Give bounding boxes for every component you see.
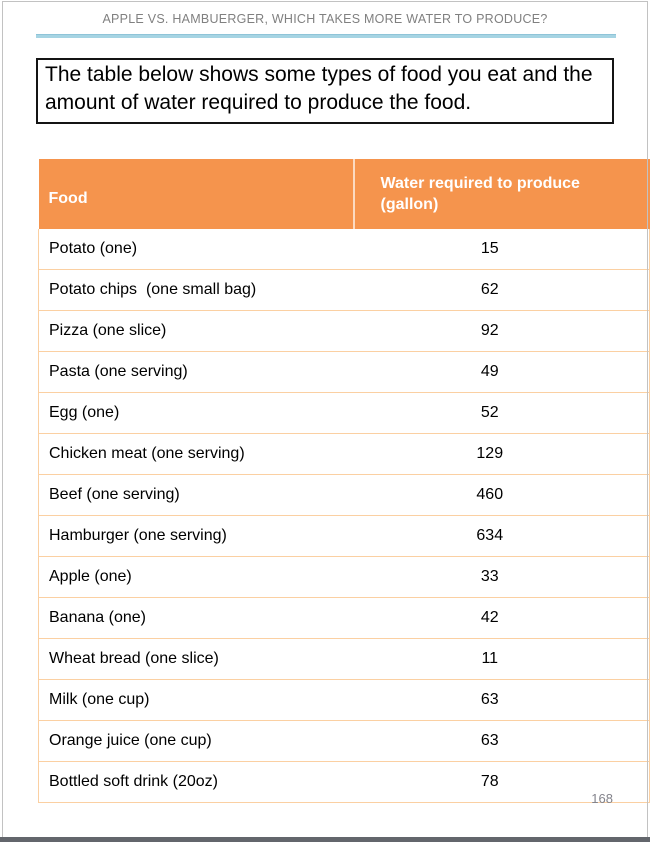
page-bottom-edge xyxy=(0,837,650,842)
food-name-cell: Banana (one) xyxy=(38,597,354,639)
food-name-cell: Potato chips (one small bag) xyxy=(38,269,354,311)
gallons-value-cell: 92 xyxy=(353,310,650,352)
food-name-cell: Chicken meat (one serving) xyxy=(38,433,354,475)
table-row: Wheat bread (one slice) 11 xyxy=(38,638,650,680)
food-name-cell: Pasta (one serving) xyxy=(38,351,354,393)
table-row: Potato (one) 15 xyxy=(38,229,650,270)
gallons-value-cell: 15 xyxy=(353,229,650,270)
table-row: Apple (one) 33 xyxy=(38,556,650,598)
gallons-value-cell: 63 xyxy=(353,679,650,721)
table-header: Food Water required to produce (gallon) xyxy=(38,159,650,229)
page-number: 168 xyxy=(591,791,613,806)
food-name-cell: Beef (one serving) xyxy=(38,474,354,516)
table-body: Potato (one) 15 Potato chips (one small … xyxy=(38,229,650,803)
table-row: Milk (one cup) 63 xyxy=(38,679,650,721)
food-name-cell: Pizza (one slice) xyxy=(38,310,354,352)
table-header-row: Food Water required to produce (gallon) xyxy=(38,159,650,229)
food-name-cell: Potato (one) xyxy=(38,229,354,270)
gallons-value-cell: 78 xyxy=(353,761,650,803)
table-row: Banana (one) 42 xyxy=(38,597,650,639)
table-row: Pizza (one slice) 92 xyxy=(38,310,650,352)
table-row: Pasta (one serving) 49 xyxy=(38,351,650,393)
table-row: Hamburger (one serving) 634 xyxy=(38,515,650,557)
food-name-cell: Egg (one) xyxy=(38,392,354,434)
food-name-cell: Hamburger (one serving) xyxy=(38,515,354,557)
water-usage-table: Food Water required to produce (gallon) … xyxy=(38,159,650,803)
table-row: Orange juice (one cup) 63 xyxy=(38,720,650,762)
food-name-cell: Bottled soft drink (20oz) xyxy=(38,761,354,803)
food-name-cell: Milk (one cup) xyxy=(38,679,354,721)
gallons-value-cell: 33 xyxy=(353,556,650,598)
column-header-food: Food xyxy=(38,159,354,229)
title-underline-rule xyxy=(36,34,616,38)
table-row: Chicken meat (one serving) 129 xyxy=(38,433,650,475)
gallons-value-cell: 49 xyxy=(353,351,650,393)
table-row: Egg (one) 52 xyxy=(38,392,650,434)
food-name-cell: Wheat bread (one slice) xyxy=(38,638,354,680)
gallons-value-cell: 11 xyxy=(353,638,650,680)
column-header-water: Water required to produce (gallon) xyxy=(352,159,650,229)
gallons-value-cell: 634 xyxy=(353,515,650,557)
gallons-value-cell: 42 xyxy=(353,597,650,639)
gallons-value-cell: 62 xyxy=(353,269,650,311)
table-row: Beef (one serving) 460 xyxy=(38,474,650,516)
table-row: Bottled soft drink (20oz) 78 xyxy=(38,761,650,803)
table-row: Potato chips (one small bag) 62 xyxy=(38,269,650,311)
gallons-value-cell: 52 xyxy=(353,392,650,434)
page-title: APPLE VS. HAMBUERGER, WHICH TAKES MORE W… xyxy=(102,12,548,26)
intro-text-box: The table below shows some types of food… xyxy=(36,58,614,124)
gallons-value-cell: 460 xyxy=(353,474,650,516)
gallons-value-cell: 129 xyxy=(353,433,650,475)
food-name-cell: Orange juice (one cup) xyxy=(38,720,354,762)
gallons-value-cell: 63 xyxy=(353,720,650,762)
food-name-cell: Apple (one) xyxy=(38,556,354,598)
